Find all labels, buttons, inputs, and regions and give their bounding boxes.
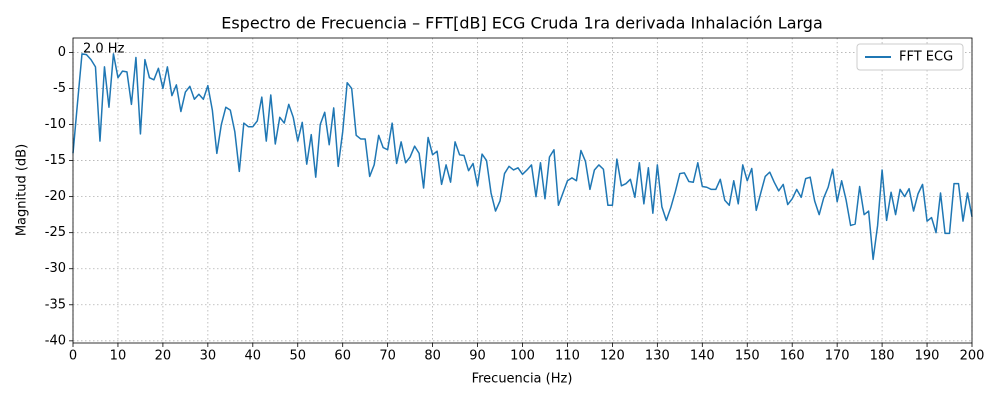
x-tick-label: 200 <box>960 349 985 364</box>
x-tick-label: 190 <box>915 349 940 364</box>
y-tick-label: -40 <box>45 333 66 348</box>
x-tick-label: 120 <box>600 349 625 364</box>
y-tick-label: -20 <box>45 189 66 204</box>
x-tick-label: 170 <box>825 349 850 364</box>
y-tick-label: -35 <box>45 297 66 312</box>
x-tick-label: 100 <box>510 349 535 364</box>
x-tick-label: 30 <box>200 349 217 364</box>
x-tick-label: 150 <box>735 349 760 364</box>
x-tick-label: 80 <box>424 349 441 364</box>
plot-frame <box>72 37 973 344</box>
x-tick-label: 0 <box>69 349 77 364</box>
chart-title: Espectro de Frecuencia – FFT[dB] ECG Cru… <box>221 14 823 33</box>
x-tick-label: 90 <box>469 349 486 364</box>
y-tick-label: -15 <box>45 153 66 168</box>
x-tick-label: 110 <box>555 349 580 364</box>
x-tick-label: 70 <box>379 349 396 364</box>
x-tick-label: 20 <box>155 349 172 364</box>
x-tick-label: 10 <box>110 349 127 364</box>
y-tick-label: -5 <box>53 81 66 96</box>
x-tick-label: 160 <box>780 349 805 364</box>
data-line <box>72 53 973 261</box>
x-axis-label: Frecuencia (Hz) <box>472 372 573 387</box>
y-axis-label: Magnitud (dB) <box>15 144 30 236</box>
x-tick-label: 60 <box>334 349 351 364</box>
x-tick-label: 40 <box>245 349 262 364</box>
y-tick-label: -30 <box>45 261 66 276</box>
x-tick-label: 140 <box>690 349 715 364</box>
x-tick-label: 180 <box>870 349 895 364</box>
legend-box <box>856 43 964 71</box>
annotation: 2.0 Hz <box>83 41 125 56</box>
legend-label: FFT ECG <box>899 50 953 65</box>
x-tick-label: 130 <box>645 349 670 364</box>
x-tick-label: 50 <box>289 349 306 364</box>
y-tick-label: -25 <box>45 225 66 240</box>
y-tick-label: 0 <box>58 45 66 60</box>
y-tick-label: -10 <box>45 117 66 132</box>
